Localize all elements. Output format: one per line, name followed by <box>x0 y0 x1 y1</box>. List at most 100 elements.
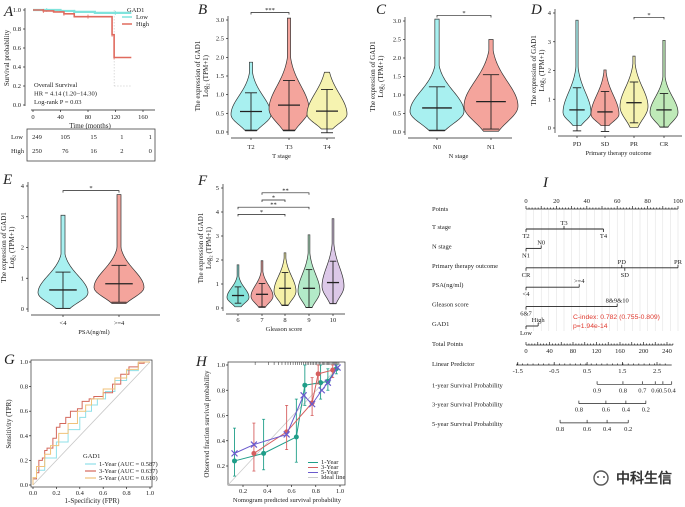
y-tick-label: 2.0 <box>216 54 224 61</box>
x-axis-label: Time (months) <box>69 122 111 130</box>
x-tick-label: 8 <box>283 317 286 324</box>
axis-tick-label: 0.4 <box>668 387 677 394</box>
x-tick-label: 6 <box>236 317 240 324</box>
y-tick-label: 1.5 <box>393 74 401 81</box>
y-tick-label: 3 <box>216 233 219 240</box>
y-tick-label: 1.0 <box>217 362 225 369</box>
x-tick-label: <4 <box>60 320 68 327</box>
x-tick-label: 0.4 <box>76 490 85 497</box>
c-index-text: C-index: 0.782 (0.755-0.809) <box>573 314 660 321</box>
panel-label: I <box>542 175 549 191</box>
x-tick-label: 0.6 <box>99 490 108 497</box>
roc-curve-3 <box>32 361 150 485</box>
risk-table <box>26 128 156 162</box>
panel-label: E <box>2 172 12 188</box>
violin-<4 <box>37 214 89 309</box>
data-point-x <box>300 391 308 399</box>
y-tick-label: 0.0 <box>20 482 28 489</box>
x-tick-label: 0.8 <box>312 488 320 495</box>
level-label: N1 <box>522 252 530 259</box>
x-tick-label: SD <box>601 141 610 148</box>
y-axis-label: Survival probability <box>3 29 11 86</box>
row-label: Gleason score <box>432 302 469 309</box>
panel-f-violin-plot: F 0 1 2 3 4 5 The expression of GAD1 Log₂ (TPM+1… <box>197 173 345 333</box>
x-tick-label: N0 <box>433 144 441 151</box>
y-tick-label: 0.0 <box>13 102 21 109</box>
axis-tick-label: 120 <box>592 348 602 355</box>
risk-value: 105 <box>60 134 70 141</box>
data-point <box>261 450 267 456</box>
x-tick-label: T3 <box>285 144 292 151</box>
significance-label: * <box>647 12 650 19</box>
risk-value: 249 <box>32 134 42 141</box>
x-tick-label: 0 <box>31 114 34 121</box>
x-tick-label: 1.0 <box>146 490 154 497</box>
x-tick-label: >=4 <box>114 320 125 327</box>
panel-i-nomogram: I Points 0 20 40 60 80 100 T stage T2 T3 T4 N stage N… <box>432 175 683 433</box>
risk-row-label: High <box>11 148 25 155</box>
x-tick-label: T2 <box>247 144 254 151</box>
data-point-x <box>318 386 326 394</box>
axis-tick-label: 0.8 <box>619 387 627 394</box>
x-axis-label: Gleason score <box>266 326 303 333</box>
axis-tick-label: 80 <box>570 348 577 355</box>
axis-tick-label: 200 <box>639 348 649 355</box>
y-tick-label: 1.5 <box>216 73 224 80</box>
significance-label: ** <box>282 187 289 194</box>
axis-tick-label: 0.4 <box>622 407 631 414</box>
x-tick-label: 7 <box>260 317 264 324</box>
y-tick-label: 0.6 <box>20 408 29 415</box>
axis-tick-label: 0.6 <box>583 426 592 433</box>
significance-label: *** <box>265 7 275 14</box>
x-tick-label: 0.8 <box>123 490 131 497</box>
y-tick-label: 2.5 <box>393 37 401 44</box>
calibration-line-5-Year <box>234 367 338 454</box>
x-axis-label: 1-Specificity (FPR) <box>64 497 120 505</box>
y-tick-label: 0.8 <box>20 384 28 391</box>
legend-label: 5-Year (AUC = 0.610) <box>99 475 158 482</box>
y-tick-label: 0.6 <box>13 45 22 52</box>
axis-tick-label: -0.5 <box>549 368 559 375</box>
data-point <box>318 380 324 386</box>
axis-tick-label: 60 <box>614 198 621 205</box>
significance-bracket <box>261 192 310 195</box>
axis-tick-label: 40 <box>546 348 553 355</box>
level-label: T2 <box>522 233 529 240</box>
plot-frame <box>30 359 153 488</box>
axis-tick-label: 0 <box>524 198 527 205</box>
y-tick-label: 0.8 <box>13 26 21 33</box>
violin-N0 <box>409 18 465 132</box>
violin-CR <box>649 39 679 128</box>
axis-tick-label: 0.2 <box>642 407 650 414</box>
axis-tick-label: 240 <box>662 348 672 355</box>
x-tick-label: 160 <box>138 114 148 121</box>
risk-value: 16 <box>90 148 97 155</box>
legend-label: Low <box>136 14 148 21</box>
significance-bracket <box>237 206 310 210</box>
y-tick-label: 0.5 <box>216 110 224 117</box>
data-point-x <box>334 364 341 371</box>
significance-bracket <box>633 16 665 20</box>
significance-label: ** <box>270 202 277 209</box>
row-label: N stage <box>432 243 452 250</box>
y-axis-label: Log₂ (TPM+1) <box>8 226 16 269</box>
level-label: 8&9&10 <box>606 298 629 305</box>
y-axis-label: Observed fraction survival probability <box>203 370 211 478</box>
level-label: T4 <box>600 233 608 240</box>
level-label: >=4 <box>574 278 585 285</box>
watermark: 中科生信 <box>593 470 672 487</box>
data-point <box>293 434 299 440</box>
panel-b-violin-plot: B 0.0 0.5 1.0 1.5 2.0 2.5 3.0 The expression of … <box>194 2 348 160</box>
x-tick-label: T4 <box>323 144 331 151</box>
significance-label: * <box>89 185 92 192</box>
level-label: PR <box>674 259 683 266</box>
panel-label: H <box>195 354 208 370</box>
row-label: 3-year Survival Probability <box>432 402 504 409</box>
x-tick-label: 40 <box>57 114 64 121</box>
panel-e-violin-plot: E 0 1 2 3 4 The expression of GAD1 Log₂ (TPM+1)… <box>0 172 160 336</box>
y-tick-label: 2 <box>21 245 24 252</box>
significance-bracket <box>250 12 290 15</box>
axis-tick-label: 0.8 <box>556 426 564 433</box>
